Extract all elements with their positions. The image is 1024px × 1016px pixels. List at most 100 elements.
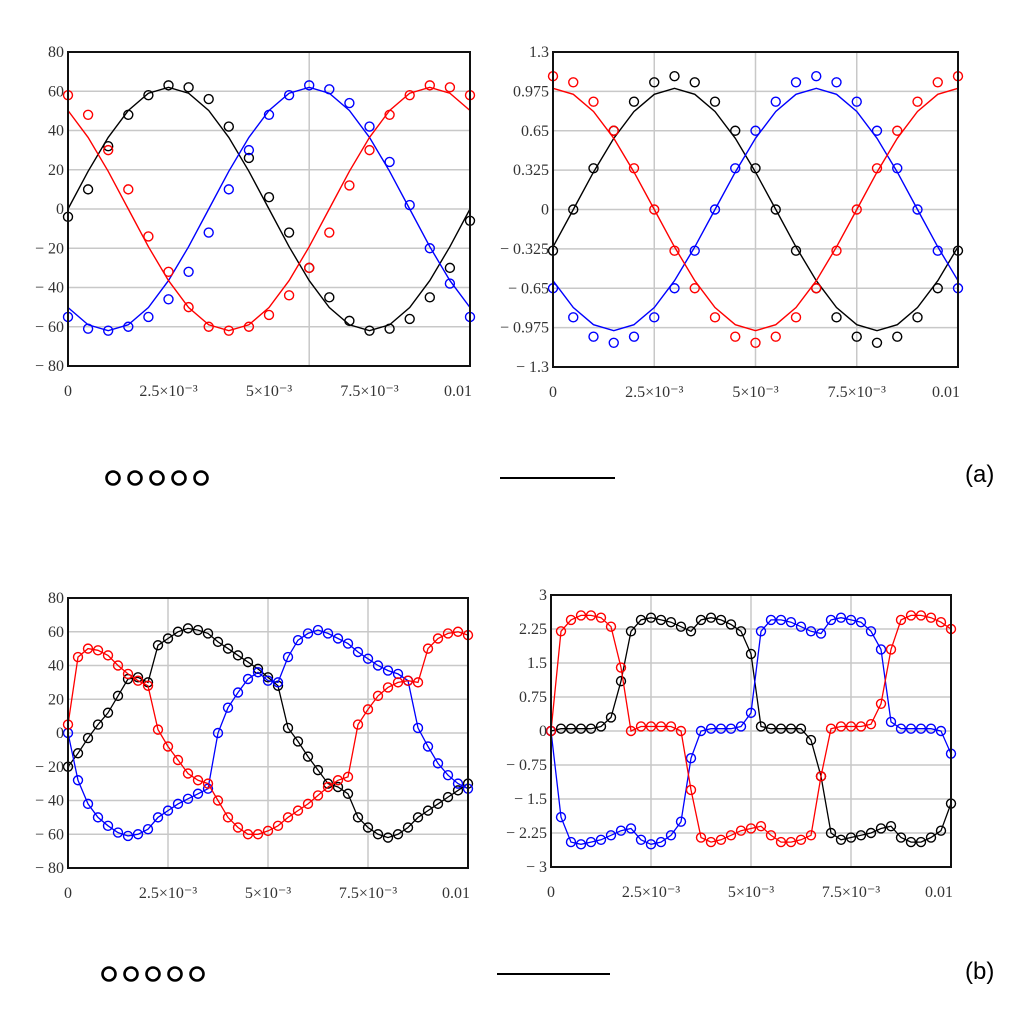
data-marker-blue [715,723,727,734]
data-marker-red [222,812,234,823]
legend-marker-circle-icon [167,966,183,982]
data-marker-red [162,741,174,752]
data-marker-blue [669,283,680,294]
data-marker-blue [595,834,607,845]
data-marker-blue [283,89,295,101]
data-marker-blue [755,626,767,637]
legend-marker-circle-icon [127,470,143,486]
data-marker-blue [292,634,304,646]
data-marker-red [432,633,444,644]
data-marker-blue [588,331,599,342]
data-marker-black [845,832,857,843]
data-marker-red [372,690,384,702]
data-marker-red [183,301,194,313]
data-marker-black [82,732,94,744]
data-marker-black [605,712,617,723]
data-marker-blue [152,812,164,823]
y-tick-label: − 0.75 [506,757,547,774]
data-marker-red [805,830,817,841]
data-marker-red [232,822,244,833]
data-marker-blue [785,617,797,628]
data-marker-red [915,610,927,621]
data-marker-blue [322,628,334,639]
data-marker-red [292,805,304,816]
data-marker-black [895,832,907,843]
data-marker-blue [871,125,883,136]
data-marker-red [912,96,923,107]
y-tick-label: 0 [539,723,547,740]
y-tick-label: − 1.5 [514,791,547,808]
legend-marker-circle-icon [105,470,121,486]
legend-row-a [105,470,615,486]
data-marker-blue [312,624,324,636]
x-tick-label: 7.5×10⁻³ [340,383,398,400]
x-tick-label: 0.01 [932,384,960,401]
data-marker-red [565,614,577,626]
data-marker-blue [625,823,637,834]
data-marker-black [595,721,607,732]
data-marker-blue [162,805,174,816]
data-marker-red [252,829,264,840]
data-marker-black [242,656,254,668]
data-marker-red [705,836,717,848]
data-marker-blue [575,839,587,850]
y-tick-label: 0.75 [519,689,547,706]
data-marker-black [352,812,364,823]
data-marker-blue [123,321,134,332]
data-marker-black [932,283,943,294]
data-marker-black [402,822,414,833]
data-marker-black [292,736,304,747]
y-tick-label: 0 [56,725,64,742]
y-tick-label: − 0.65 [508,280,549,297]
data-marker-black [324,292,335,303]
data-marker-blue [72,775,84,786]
data-marker-red [123,184,134,195]
x-tick-label: 5×10⁻³ [728,884,774,901]
data-marker-red [675,725,687,737]
y-tick-label: 40 [48,123,64,140]
data-marker-black [935,825,947,836]
y-tick-label: − 40 [35,793,64,810]
data-marker-red [730,331,741,342]
x-tick-label: 5×10⁻³ [246,383,292,400]
series-line-black [550,617,952,843]
data-marker-red [935,617,947,628]
data-marker-black [172,626,184,637]
data-marker-blue [344,97,355,109]
data-marker-red [775,836,787,848]
data-marker-blue [404,199,415,211]
data-marker-black [765,723,777,734]
data-marker-black [755,721,767,732]
data-marker-black [685,626,697,637]
data-marker-red [645,721,657,732]
data-marker-black [223,121,235,132]
data-marker-blue [222,702,234,713]
data-marker-black [588,163,599,174]
data-marker-red [851,204,862,215]
data-marker-black [775,723,787,734]
x-tick-label: 0 [64,383,72,400]
y-tick-label: − 20 [35,240,64,257]
x-tick-label: 0 [547,884,555,901]
data-marker-blue [432,758,444,769]
data-marker-blue [790,77,802,88]
data-marker-red [669,245,680,256]
y-tick-label: 40 [48,658,64,675]
data-marker-red [615,662,627,673]
series-line-red [550,614,952,843]
data-marker-red [344,180,355,191]
data-marker-black [709,96,721,107]
data-marker-red [725,830,737,841]
y-tick-label: 80 [48,44,64,61]
data-marker-red [402,675,414,686]
data-marker-red [685,784,697,796]
data-marker-black [915,836,927,848]
data-marker-black [112,690,124,702]
data-marker-blue [851,96,862,107]
data-marker-blue [925,723,937,734]
x-tick-label: 0.01 [442,885,470,902]
data-marker-red [143,231,154,242]
data-marker-red [444,82,456,93]
data-marker-blue [352,646,364,658]
data-marker-black [364,325,375,336]
